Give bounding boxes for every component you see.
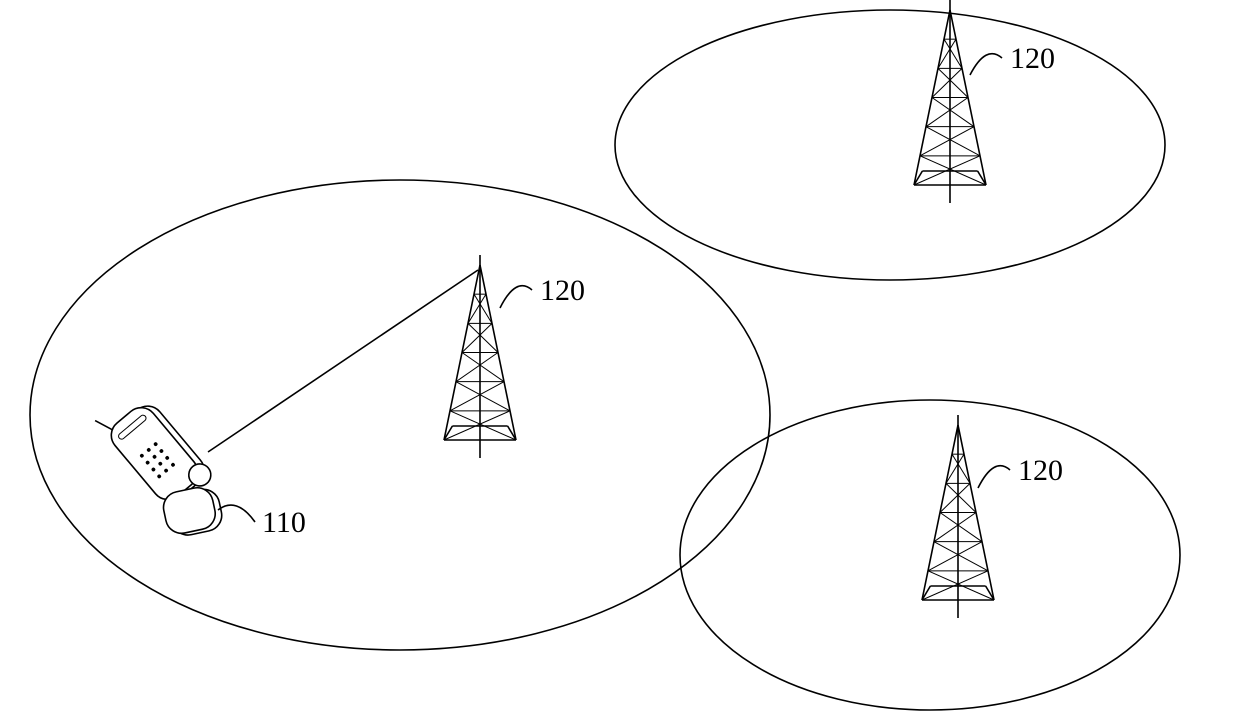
tower-1: 120: [444, 255, 585, 458]
tower-1-label: 120: [540, 274, 585, 307]
radio-link: [208, 270, 478, 452]
cell-3: [680, 400, 1180, 710]
phone-1-label: 110: [262, 506, 306, 539]
cell-2: [615, 10, 1165, 280]
phone-1: [81, 384, 245, 559]
tower-3-label: 120: [1018, 454, 1063, 487]
tower-2-label: 120: [1010, 42, 1055, 75]
tower-3: 120: [922, 415, 1063, 618]
cells-group: [30, 10, 1180, 710]
